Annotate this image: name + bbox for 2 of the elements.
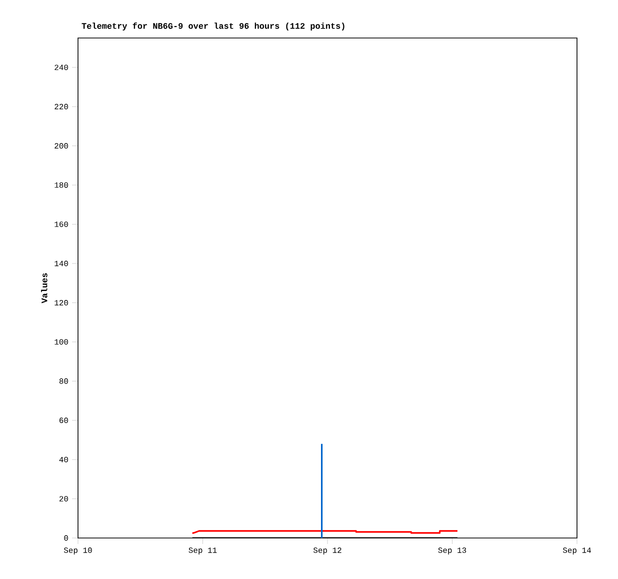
y-axis-title: Values bbox=[41, 273, 48, 304]
chart-title: Telemetry for NB6G-9 over last 96 hours (112 points) bbox=[82, 22, 344, 30]
